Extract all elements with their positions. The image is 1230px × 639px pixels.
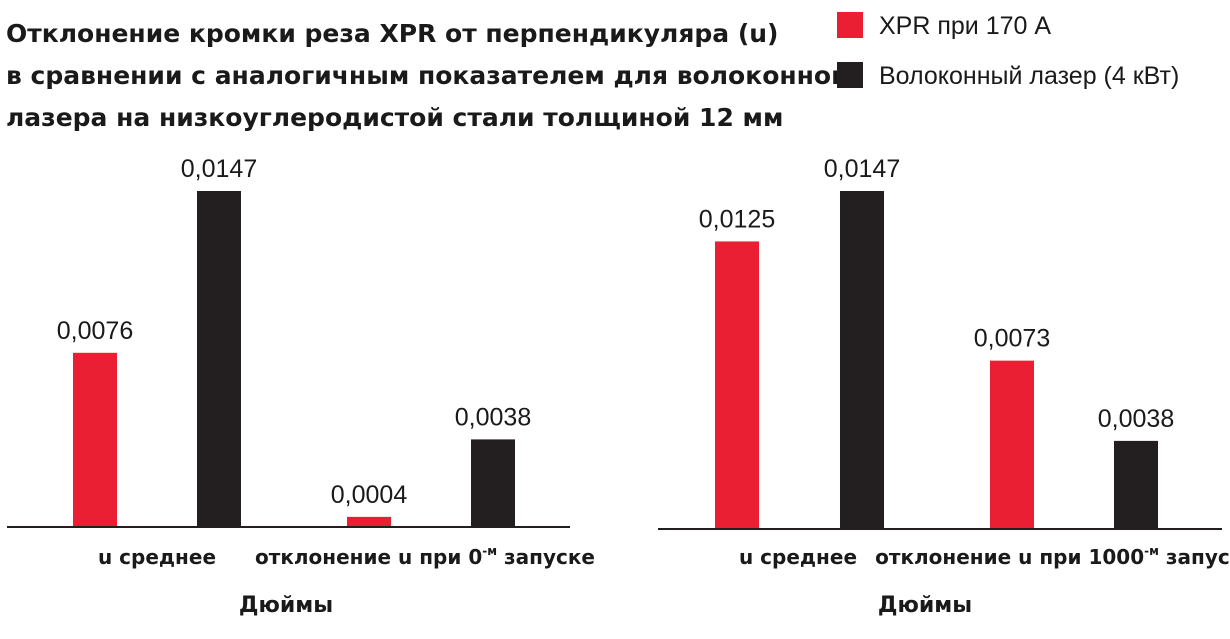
chart-panel-1: 0,0076 0,0004 0,0147 0,0038 u среднее отклоне… bbox=[7, 155, 595, 618]
category-label-1: u среднее bbox=[739, 545, 857, 569]
bar-xpr-1 bbox=[715, 241, 759, 529]
legend-swatch-fiber-laser bbox=[837, 62, 863, 88]
x-axis-label: Дюймы bbox=[878, 593, 972, 618]
title-line-3: лазера на низкоуглеродистой стали толщин… bbox=[6, 103, 783, 132]
value-label-xpr-2: 0,0004 bbox=[331, 481, 408, 509]
bar-fiber-laser-1 bbox=[197, 191, 241, 526]
legend-label-fiber-laser: Волоконный лазер (4 кВт) bbox=[879, 62, 1179, 90]
x-axis-label: Дюймы bbox=[239, 593, 333, 618]
chart-title: Отклонение кромки реза XPR от перпендику… bbox=[6, 19, 861, 132]
bar-xpr-2 bbox=[990, 360, 1034, 528]
bar-fiber-laser-2 bbox=[1114, 440, 1158, 528]
value-label-fiber-laser-2: 0,0038 bbox=[455, 403, 531, 431]
value-label-xpr-1: 0,0125 bbox=[699, 205, 775, 233]
bar-fiber-laser-2 bbox=[471, 439, 515, 526]
value-label-fiber-laser-1: 0,0147 bbox=[181, 155, 257, 183]
category-label-2: отклонение u при 1000-м запуске bbox=[875, 544, 1230, 569]
legend-label-xpr: XPR при 170 A bbox=[879, 12, 1051, 40]
legend-swatch-xpr bbox=[837, 12, 863, 38]
chart-panels: 0,0076 0,0004 0,0147 0,0038 u среднее отклоне… bbox=[7, 155, 1230, 618]
value-label-xpr-2: 0,0073 bbox=[974, 325, 1050, 353]
legend: XPR при 170 A Волоконный лазер (4 кВт) bbox=[837, 12, 1179, 90]
value-label-xpr-1: 0,0076 bbox=[57, 317, 133, 345]
bar-fiber-laser-1 bbox=[840, 191, 884, 528]
value-label-fiber-laser-2: 0,0038 bbox=[1098, 405, 1174, 433]
category-label-1: u среднее bbox=[98, 545, 216, 569]
category-label-2: отклонение u при 0-м запуске bbox=[255, 544, 595, 569]
title-line-1: Отклонение кромки реза XPR от перпендику… bbox=[6, 19, 779, 48]
bar-xpr-1 bbox=[73, 352, 117, 526]
title-line-2: в сравнении с аналогичным показателем дл… bbox=[6, 61, 861, 90]
value-label-fiber-laser-1: 0,0147 bbox=[824, 155, 900, 183]
chart-panel-2: 0,0125 0,0073 0,0147 0,0038 u среднее отклоне… bbox=[658, 155, 1230, 618]
bar-xpr-2 bbox=[347, 516, 391, 526]
